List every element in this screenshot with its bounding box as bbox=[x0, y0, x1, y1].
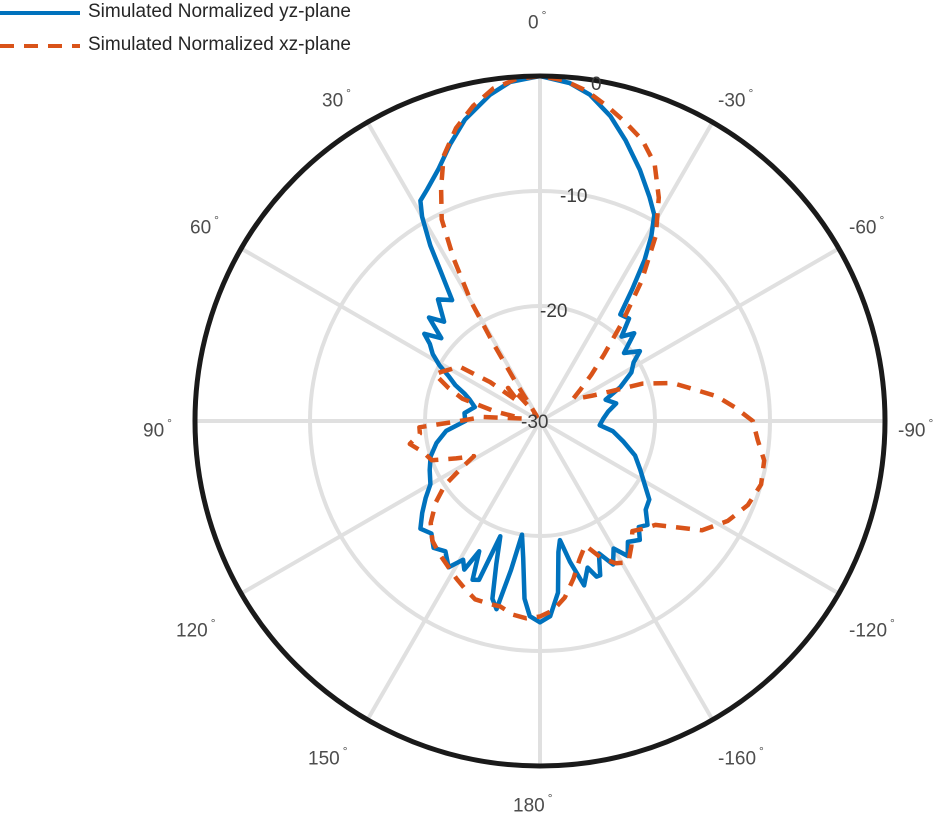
legend-label-yz: Simulated Normalized yz-plane bbox=[88, 1, 351, 22]
grid-spoke bbox=[538, 121, 715, 423]
grid-spoke bbox=[240, 419, 542, 596]
angle-label: -160 ° bbox=[718, 744, 764, 770]
angle-label: 60 ° bbox=[190, 213, 219, 239]
radius-label: 0 bbox=[591, 74, 602, 95]
angle-label: -30 ° bbox=[718, 86, 754, 112]
grid-spoke bbox=[538, 419, 840, 596]
radius-label: -10 bbox=[560, 186, 588, 207]
legend-label-xz: Simulated Normalized xz-plane bbox=[88, 34, 351, 55]
angle-label: 90 ° bbox=[143, 416, 172, 442]
angle-label: 180 ° bbox=[513, 791, 553, 817]
angle-label: -90 ° bbox=[898, 416, 934, 442]
angle-label: 150 ° bbox=[308, 744, 348, 770]
polar-grid bbox=[195, 76, 885, 766]
legend: Simulated Normalized yz-plane Simulated … bbox=[0, 0, 450, 60]
data-curves bbox=[407, 73, 767, 625]
grid-spoke bbox=[538, 419, 715, 721]
angle-label: -120 ° bbox=[849, 616, 895, 642]
angle-label: 120 ° bbox=[176, 616, 216, 642]
radius-label: -20 bbox=[540, 301, 568, 322]
xz-plane-curve bbox=[407, 73, 767, 621]
legend-swatch-xz bbox=[0, 44, 80, 48]
grid-spoke bbox=[538, 246, 840, 423]
legend-swatch-yz bbox=[0, 11, 80, 15]
grid-spoke bbox=[365, 419, 542, 721]
grid-spoke bbox=[240, 246, 542, 423]
radius-label: -30 bbox=[521, 412, 549, 433]
angle-label: 30 ° bbox=[322, 86, 351, 112]
angle-label: -60 ° bbox=[849, 213, 885, 239]
angle-label: 0 ° bbox=[528, 8, 547, 34]
outer-axis-circle bbox=[192, 73, 888, 769]
yz-plane-curve bbox=[418, 73, 657, 625]
